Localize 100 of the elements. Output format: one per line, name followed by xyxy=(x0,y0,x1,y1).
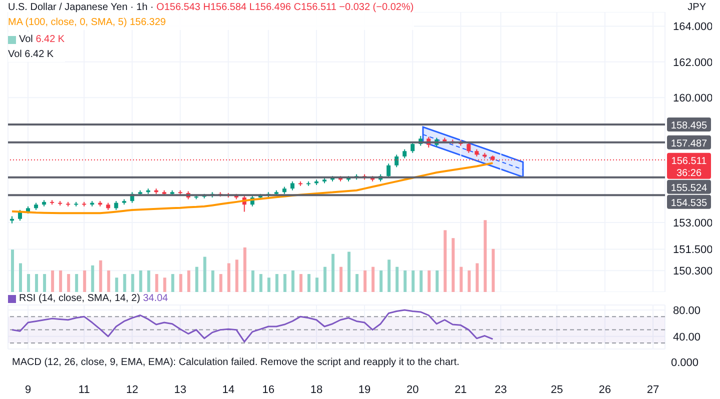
bar xyxy=(259,274,262,292)
x-tick-label: 20 xyxy=(406,384,419,396)
x-tick-label: 13 xyxy=(174,384,186,396)
bar xyxy=(163,278,166,292)
x-tick-label: 12 xyxy=(126,384,138,396)
bar xyxy=(147,270,150,292)
bar xyxy=(195,266,198,292)
bar xyxy=(115,278,118,292)
x-tick-label: 25 xyxy=(550,384,563,396)
bar xyxy=(420,270,423,292)
bar xyxy=(348,252,351,292)
y-tick-label: 162.000 xyxy=(673,56,713,69)
bar xyxy=(131,274,134,292)
annotation: 156.329 xyxy=(130,17,166,28)
ref-line-label: 154.535 xyxy=(670,198,708,209)
bar xyxy=(171,274,174,292)
bar xyxy=(139,270,142,292)
bar xyxy=(211,270,214,292)
bar xyxy=(67,274,70,292)
bar xyxy=(227,263,230,292)
text: MA (100, close, 0, SMA, 5) xyxy=(8,17,127,28)
x-tick-label: 26 xyxy=(598,384,612,396)
legend-label: Vol xyxy=(19,34,33,45)
bar xyxy=(323,266,326,292)
bar xyxy=(404,270,407,292)
bar xyxy=(452,238,455,292)
bar xyxy=(51,270,54,292)
bar xyxy=(283,274,286,292)
x-tick-label: 18 xyxy=(310,384,323,396)
bar xyxy=(243,247,246,292)
bar xyxy=(59,270,62,292)
bar xyxy=(460,266,463,292)
bar xyxy=(19,263,22,292)
x-tick-label: 14 xyxy=(222,384,234,396)
bar xyxy=(476,263,479,292)
bar xyxy=(356,274,359,292)
bar xyxy=(492,248,495,292)
text: JPY xyxy=(688,2,706,13)
bar xyxy=(299,274,302,292)
bar xyxy=(203,256,206,292)
annotation: Vol 6.42 K xyxy=(8,49,54,60)
bar xyxy=(468,270,471,292)
bar xyxy=(372,266,375,292)
x-tick-label: 11 xyxy=(78,384,90,396)
bar xyxy=(219,274,222,292)
bar xyxy=(251,270,254,292)
bar xyxy=(43,274,46,292)
bar xyxy=(444,230,447,292)
bar xyxy=(187,270,190,292)
bar xyxy=(91,265,94,292)
bar xyxy=(436,270,439,292)
y-tick-label: 160.000 xyxy=(673,92,713,105)
text: 36:26 xyxy=(676,168,702,179)
x-tick-label: 19 xyxy=(358,384,371,396)
ref-line-label: 155.524 xyxy=(670,182,708,194)
x-tick-label: 16 xyxy=(262,384,275,396)
x-tick-label: 27 xyxy=(646,384,660,396)
bar xyxy=(396,266,399,292)
x-tick-label: 23 xyxy=(494,384,507,396)
ref-line-label: 158.495 xyxy=(670,120,708,132)
text: 34.04 xyxy=(142,293,168,304)
bar xyxy=(340,266,342,292)
annotation: 6.42 K xyxy=(36,34,65,45)
bar xyxy=(107,270,110,292)
annotation: O156.543 H156.584 L156.496 C156.511 −0.032 (−0.02%) xyxy=(156,2,414,13)
text: 0.000 xyxy=(671,357,699,369)
x-tick-label: 9 xyxy=(24,384,32,396)
bar xyxy=(99,260,102,292)
bar xyxy=(291,270,294,292)
bar xyxy=(235,260,238,292)
bar xyxy=(364,270,367,292)
bar xyxy=(412,270,415,292)
legend-label: RSI (14, close, SMA, 14, 2) xyxy=(19,293,140,304)
bar xyxy=(275,274,278,292)
bar xyxy=(380,270,383,292)
bar xyxy=(484,220,487,292)
bar xyxy=(315,278,318,292)
chart-title: U.S. Dollar / Japanese Yen · 1h · xyxy=(8,2,154,13)
bar xyxy=(331,254,334,292)
bar xyxy=(267,278,270,292)
bar xyxy=(75,274,78,292)
bar xyxy=(179,274,182,292)
bar xyxy=(428,270,431,292)
bar xyxy=(83,270,86,292)
bar xyxy=(388,260,391,292)
y-tick-label: 40.00 xyxy=(673,331,701,344)
y-tick-label: 153.000 xyxy=(673,217,713,230)
x-tick-label: 21 xyxy=(454,384,467,396)
bar xyxy=(11,250,14,292)
y-tick-label: 151.500 xyxy=(673,244,713,256)
text: MACD (12, 26, close, 9, EMA, EMA): Calculation failed. Remove the script and reapply it to the chart. xyxy=(12,357,460,368)
bar xyxy=(155,274,158,292)
bar xyxy=(35,274,38,292)
y-tick-label: 164.000 xyxy=(673,21,713,34)
y-tick-label: 150.300 xyxy=(673,266,713,278)
bar xyxy=(307,274,310,292)
candlestick xyxy=(394,154,399,168)
line-series xyxy=(11,309,494,342)
bar xyxy=(27,274,30,292)
ref-line-label: 156.511 xyxy=(671,156,708,167)
